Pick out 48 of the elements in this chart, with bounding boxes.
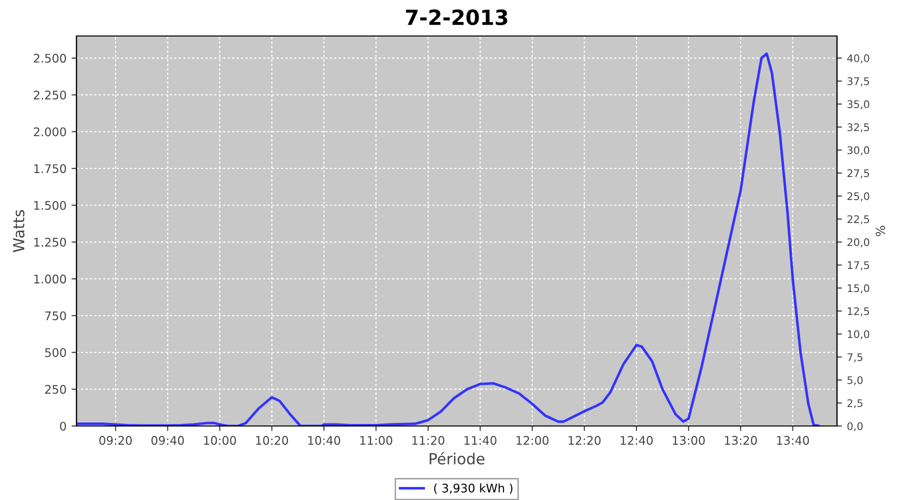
x-tick-label: 12:40 [620,436,653,445]
y-tick-label: 750 [45,311,66,320]
x-tick-label: 13:40 [777,436,809,445]
x-tick-label: 12:00 [516,436,549,445]
y-tick-label: 1.250 [34,238,66,247]
x-tick-label: 11:20 [412,436,444,445]
x-tick-label: 09:40 [151,436,184,445]
y2-tick-label: 25,0 [847,192,870,202]
y2-tick-label: 40,0 [847,54,870,64]
chart-title: 7-2-2013 [406,9,508,26]
y-tick-label: 1.750 [34,164,66,174]
x-tick-label: 12:20 [568,436,601,445]
y-tick-label: 500 [45,348,66,358]
y-tick-label: 1.500 [34,200,66,210]
x-axis-title: Période [430,452,484,465]
y-tick-label: 1.000 [34,274,66,284]
x-tick-label: 10:00 [204,436,236,445]
y2-tick-label: 0,0 [847,422,863,432]
legend-label: ( 3,930 kWh ) [434,483,512,494]
y-tick-label: 250 [45,384,66,394]
y2-tick-label: 27,5 [847,169,870,178]
y2-tick-label: 20,0 [847,238,870,248]
x-tick-label: 10:40 [308,436,340,445]
y2-tick-label: 5,0 [848,376,863,386]
y2-tick-label: 7,5 [848,353,862,362]
y2-tick-label: 22,5 [847,215,870,224]
y2-axis-title: % [876,226,886,236]
x-tick-label: 13:00 [672,436,705,445]
y2-tick-label: 35,0 [848,100,870,110]
y-tick-label: 2.000 [34,127,66,136]
y-tick-label: 0 [60,422,66,431]
y-tick-label: 2.250 [34,90,66,100]
y2-tick-label: 37,5 [848,77,870,86]
x-tick-label: 10:20 [256,436,288,445]
y2-tick-label: 30,0 [848,146,870,156]
y2-tick-label: 10,0 [848,330,870,340]
x-tick-label: 13:20 [724,436,757,445]
y-axis-title: Watts [13,210,24,252]
y2-tick-label: 15,0 [848,284,870,294]
x-tick-label: 11:40 [464,436,496,445]
y2-tick-label: 32,5 [848,123,870,132]
y2-tick-label: 12,5 [848,307,870,316]
y2-tick-label: 2,5 [847,399,862,408]
line-series [76,52,820,426]
x-tick-label: 11:00 [360,436,392,445]
y-tick-label: 2.500 [34,54,66,63]
y2-tick-label: 17,5 [848,261,870,270]
x-tick-label: 09:20 [99,436,132,445]
